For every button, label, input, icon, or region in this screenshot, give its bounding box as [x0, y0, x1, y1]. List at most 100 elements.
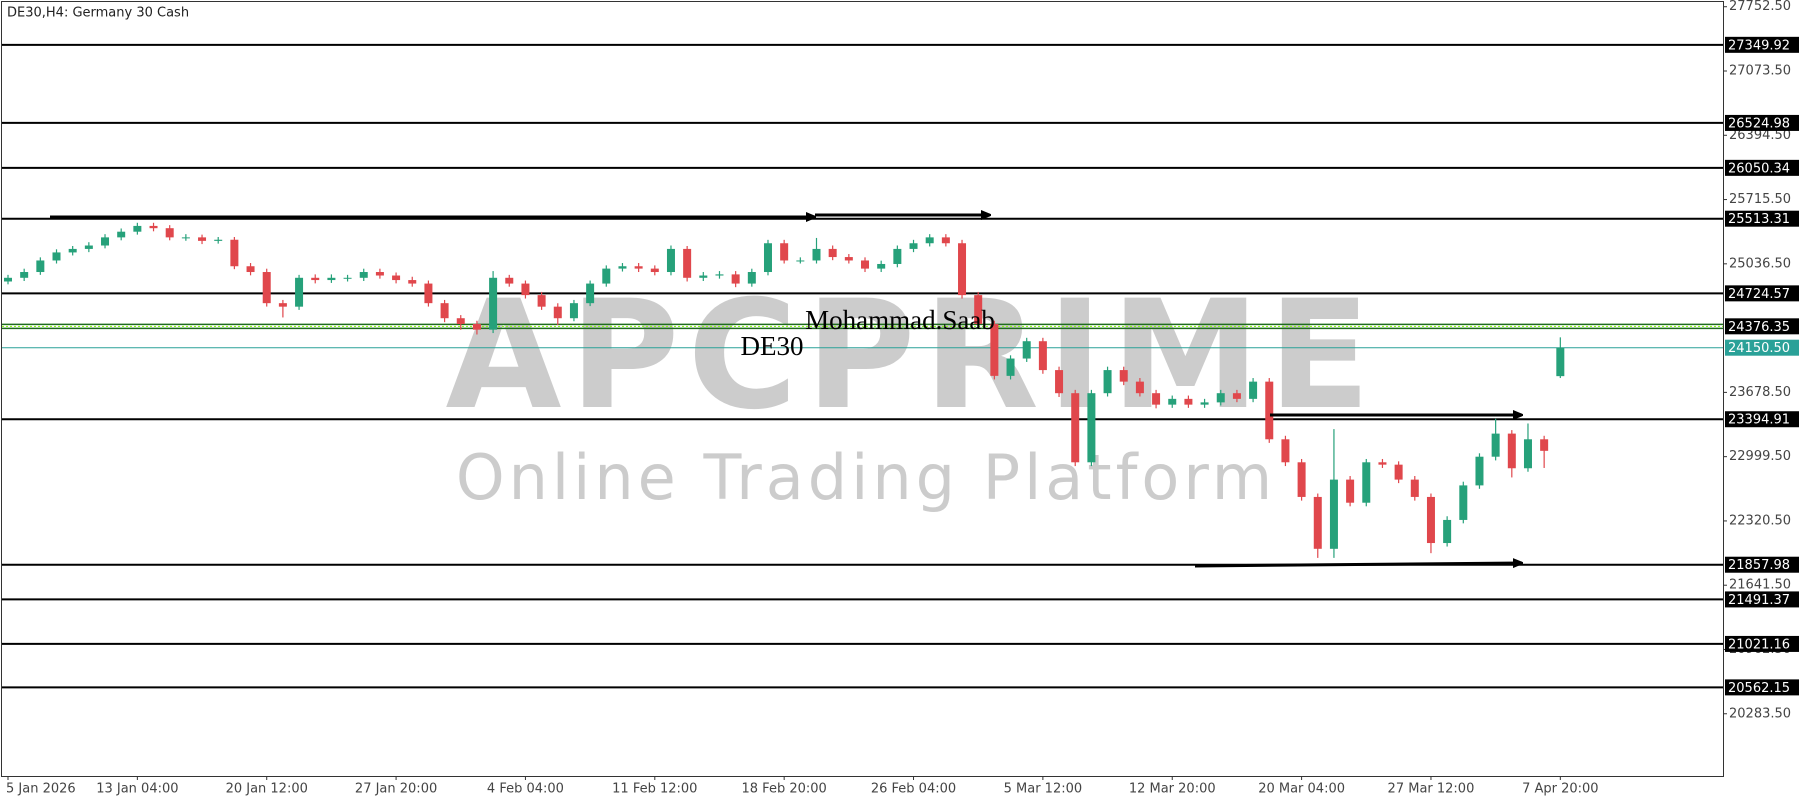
candle-body — [1135, 381, 1144, 394]
arrow — [1194, 563, 1522, 566]
x-tick-label: 18 Feb 20:00 — [742, 782, 827, 797]
candle-body — [36, 260, 45, 273]
chart-title: DE30,H4: Germany 30 Cash — [7, 6, 189, 21]
candle-body — [1491, 433, 1500, 457]
current-price-label: 24150.50 — [1728, 341, 1790, 356]
candle-body — [1055, 370, 1064, 394]
level-label: 23394.91 — [1728, 413, 1790, 428]
candle-body — [311, 277, 320, 281]
candle-body — [699, 275, 708, 278]
x-tick-label: 27 Jan 20:00 — [355, 782, 437, 797]
y-tick-label: 22999.50 — [1729, 449, 1791, 464]
x-tick-label: 20 Mar 04:00 — [1258, 782, 1345, 797]
candle-body — [1556, 347, 1565, 377]
candle-body — [1313, 496, 1322, 549]
x-tick-label: 27 Mar 12:00 — [1388, 782, 1475, 797]
annotation: DE30 — [741, 331, 804, 361]
candle-body — [1022, 341, 1031, 359]
watermark-logo: APCPRIME — [445, 269, 1378, 443]
candle-body — [1119, 370, 1128, 382]
x-tick-label: 7 Apr 20:00 — [1522, 782, 1599, 797]
annotation: Mohammad.Saab — [805, 305, 995, 335]
candle-body — [149, 225, 158, 229]
candle-body — [1006, 358, 1015, 376]
candle-body — [84, 245, 93, 249]
candle-body — [537, 295, 546, 307]
level-box — [1725, 36, 1799, 53]
candle-body — [101, 237, 110, 246]
candle-body — [1200, 402, 1209, 405]
candle-body — [877, 263, 886, 269]
candle-body — [925, 237, 934, 244]
candle-body — [408, 280, 417, 284]
level-box — [1725, 635, 1799, 652]
x-tick-label: 20 Jan 12:00 — [226, 782, 308, 797]
candle-body — [440, 303, 449, 319]
x-tick-label: 11 Feb 12:00 — [612, 782, 697, 797]
candle-body — [278, 303, 287, 307]
candle-body — [1410, 479, 1419, 497]
level-label: 24376.35 — [1728, 320, 1790, 335]
candle-body — [1216, 393, 1225, 403]
candle-body — [343, 277, 352, 279]
candle-body — [375, 272, 384, 276]
candle-body — [796, 260, 805, 262]
candle-body — [1087, 393, 1096, 463]
candle-body — [1281, 439, 1290, 463]
x-tick-label: 26 Feb 04:00 — [871, 782, 956, 797]
y-tick-label: 27073.50 — [1729, 64, 1791, 79]
candle-body — [958, 243, 967, 296]
candle-body — [844, 257, 853, 261]
y-tick-label: 25715.50 — [1729, 192, 1791, 207]
candle-body — [198, 237, 207, 241]
candle-body — [1475, 456, 1484, 486]
y-tick-label: 27752.50 — [1729, 0, 1791, 14]
candle-body — [1103, 370, 1112, 394]
candle-body — [715, 274, 724, 276]
candle-body — [1540, 439, 1549, 451]
candle-body — [424, 283, 433, 304]
candle-body — [1459, 485, 1468, 520]
candle-body — [780, 243, 789, 261]
candle-body — [1346, 479, 1355, 503]
level-box — [1725, 411, 1799, 428]
candle-body — [1038, 341, 1047, 371]
x-tick-label: 13 Jan 04:00 — [96, 782, 178, 797]
candle-body — [974, 295, 983, 324]
candle-body — [990, 323, 999, 376]
level-label: 21491.37 — [1728, 593, 1790, 608]
level-label: 24724.57 — [1728, 287, 1790, 302]
candle-body — [505, 277, 514, 284]
x-tick-label: 5 Jan 2026 — [6, 782, 76, 797]
plot-border — [1, 1, 1724, 777]
candle-body — [618, 266, 627, 269]
y-tick-label: 20283.50 — [1729, 706, 1791, 721]
y-tick-label: 23678.50 — [1729, 385, 1791, 400]
candle-body — [262, 272, 271, 304]
x-tick-label: 4 Feb 04:00 — [487, 782, 564, 797]
candle-body — [650, 268, 659, 273]
candle-body — [68, 248, 77, 253]
y-tick-label: 25036.50 — [1729, 256, 1791, 271]
candle-body — [683, 248, 692, 278]
level-label: 21021.16 — [1728, 637, 1790, 652]
candle-body — [117, 231, 126, 238]
candle-body — [521, 283, 530, 296]
y-tick-label: 22320.50 — [1729, 513, 1791, 528]
candle-body — [214, 239, 223, 241]
candle-body — [392, 275, 401, 281]
watermark: APCPRIME Online Trading Platform — [445, 269, 1378, 514]
arrows — [50, 215, 1522, 566]
candle-body — [20, 272, 29, 278]
current-price-box — [1725, 339, 1799, 356]
x-tick-label: 5 Mar 12:00 — [1004, 782, 1083, 797]
candle-body — [666, 248, 675, 273]
level-label: 20562.15 — [1728, 681, 1790, 696]
candle-body — [586, 283, 595, 304]
candle-body — [52, 252, 61, 261]
level-label: 27349.92 — [1728, 38, 1790, 53]
level-box — [1725, 285, 1799, 302]
candle-body — [569, 303, 578, 319]
